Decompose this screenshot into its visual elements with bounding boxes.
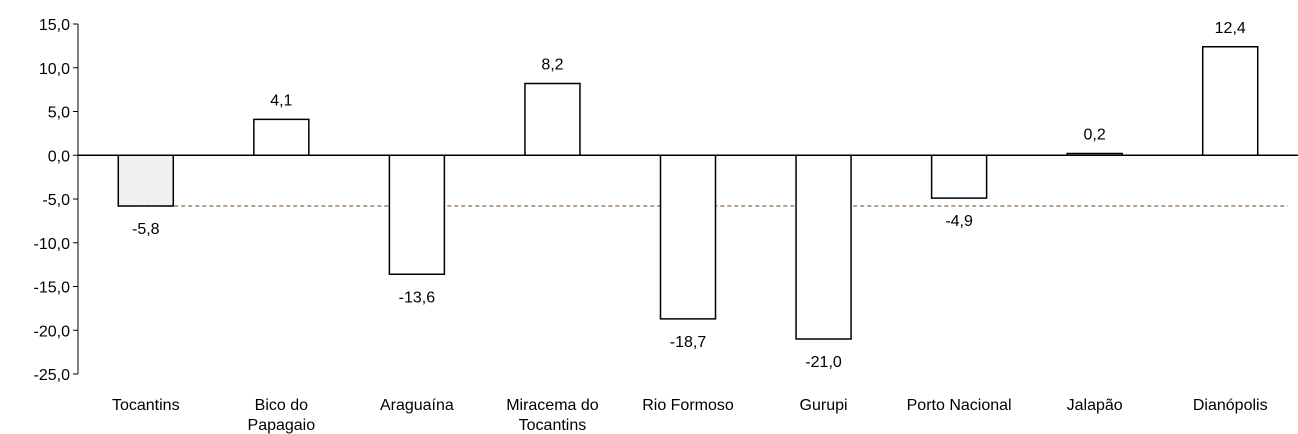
y-tick-label: -25,0 [34,367,71,384]
category-label: Dianópolis [1193,397,1268,414]
data-label: -4,9 [945,213,973,230]
data-label: 12,4 [1215,20,1246,37]
bar [795,154,852,340]
data-label: -13,6 [399,289,436,306]
y-tick-label: -15,0 [34,280,71,297]
bar [117,154,175,207]
bar [388,154,446,275]
category-label: Araguaína [380,397,454,414]
bar [524,82,581,156]
category-label: Jalapão [1067,397,1123,414]
y-tick-label: 0,0 [48,148,70,165]
category-label: Papagaio [248,417,316,434]
bar [930,154,988,199]
category-label: Miracema do [506,397,599,414]
data-label: 4,1 [270,92,292,109]
data-label: -18,7 [670,334,707,351]
y-tick-label: -5,0 [42,192,70,209]
bar [1201,46,1259,156]
data-label: 8,2 [541,57,563,74]
bar [253,118,310,156]
category-label: Bico do [255,397,308,414]
data-label: -21,0 [805,354,842,371]
y-tick-label: -20,0 [34,323,71,340]
category-label: Rio Formoso [642,397,734,414]
y-tick-label: 10,0 [39,61,70,78]
y-tick-label: 5,0 [48,105,70,122]
bars [117,46,1259,340]
bar [1066,152,1123,156]
category-label: Gurupi [800,397,848,414]
bar [659,154,717,320]
y-tick-label: 15,0 [39,17,70,34]
labels: -5,8 Tocantins 4,1 Bico do Papagaio -13,6 Arag… [112,20,1268,434]
category-label: Tocantins [519,417,587,434]
y-tick-label: -10,0 [34,236,71,253]
category-label: Porto Nacional [907,397,1012,414]
category-label: Tocantins [112,397,180,414]
data-label: -5,8 [132,221,160,238]
data-label: 0,2 [1084,127,1106,144]
